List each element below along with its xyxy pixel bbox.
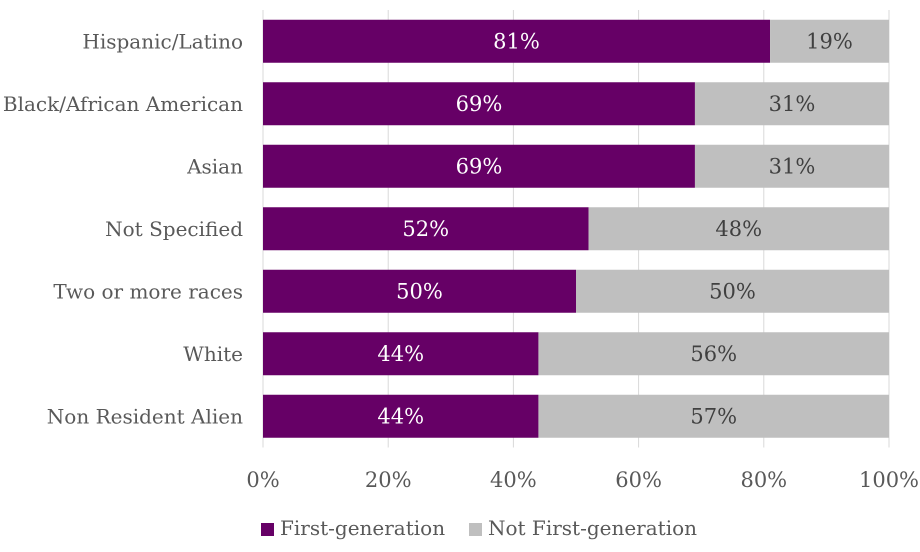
data-labels: 81% 19% 69% 31% 69% 31% 52% 48% 50% 50% 44% 56% 44% 5… bbox=[377, 29, 852, 428]
bar-not-first-generation bbox=[576, 269, 889, 313]
bar-not-first-generation bbox=[538, 332, 889, 376]
legend: First-generation Not First-generation bbox=[261, 516, 697, 540]
legend-label: First-generation bbox=[280, 516, 445, 540]
bar-not-first-generation bbox=[694, 82, 889, 126]
x-tick-label: 20% bbox=[365, 468, 412, 492]
bar-first-generation bbox=[263, 394, 539, 438]
data-label: 48% bbox=[715, 217, 762, 241]
data-label: 69% bbox=[456, 154, 503, 178]
data-label: 19% bbox=[806, 29, 853, 53]
legend-label: Not First-generation bbox=[488, 516, 697, 540]
category-label: Hispanic/Latino bbox=[82, 29, 243, 53]
bar-first-generation bbox=[263, 19, 771, 63]
category-label: White bbox=[183, 342, 243, 366]
category-label: Black/African American bbox=[3, 92, 243, 116]
bar-first-generation bbox=[263, 82, 695, 126]
category-labels: Hispanic/Latino Black/African American Asi… bbox=[3, 29, 243, 428]
bars bbox=[263, 19, 889, 438]
x-tick-label: 100% bbox=[859, 468, 919, 492]
data-label: 81% bbox=[493, 29, 540, 53]
bar-not-first-generation bbox=[770, 19, 889, 63]
x-tick-label: 40% bbox=[490, 468, 537, 492]
category-label: Two or more races bbox=[53, 279, 243, 303]
data-label: 50% bbox=[396, 279, 443, 303]
x-tick-label: 60% bbox=[615, 468, 662, 492]
data-label: 56% bbox=[690, 342, 737, 366]
bar-not-first-generation bbox=[694, 144, 889, 188]
bar-first-generation bbox=[263, 144, 695, 188]
bar-not-first-generation bbox=[588, 207, 889, 251]
x-tick-label: 80% bbox=[740, 468, 787, 492]
legend-swatch-first-generation bbox=[261, 523, 274, 536]
bar-first-generation bbox=[263, 207, 589, 251]
data-label: 44% bbox=[377, 404, 424, 428]
data-label: 50% bbox=[709, 279, 756, 303]
data-label: 31% bbox=[769, 92, 816, 116]
category-label: Non Resident Alien bbox=[47, 404, 243, 428]
legend-swatch-not-first-generation bbox=[469, 523, 482, 536]
data-label: 52% bbox=[402, 217, 449, 241]
bar-not-first-generation bbox=[538, 394, 889, 438]
data-label: 44% bbox=[377, 342, 424, 366]
x-tick-label: 0% bbox=[246, 468, 279, 492]
bar-first-generation bbox=[263, 332, 539, 376]
data-label: 69% bbox=[456, 92, 503, 116]
x-axis-tick-labels: 0% 20% 40% 60% 80% 100% bbox=[246, 468, 919, 492]
data-label: 31% bbox=[769, 154, 816, 178]
data-label: 57% bbox=[690, 404, 737, 428]
category-label: Not Specified bbox=[105, 217, 243, 241]
category-label: Asian bbox=[186, 154, 243, 178]
bar-first-generation bbox=[263, 269, 576, 313]
